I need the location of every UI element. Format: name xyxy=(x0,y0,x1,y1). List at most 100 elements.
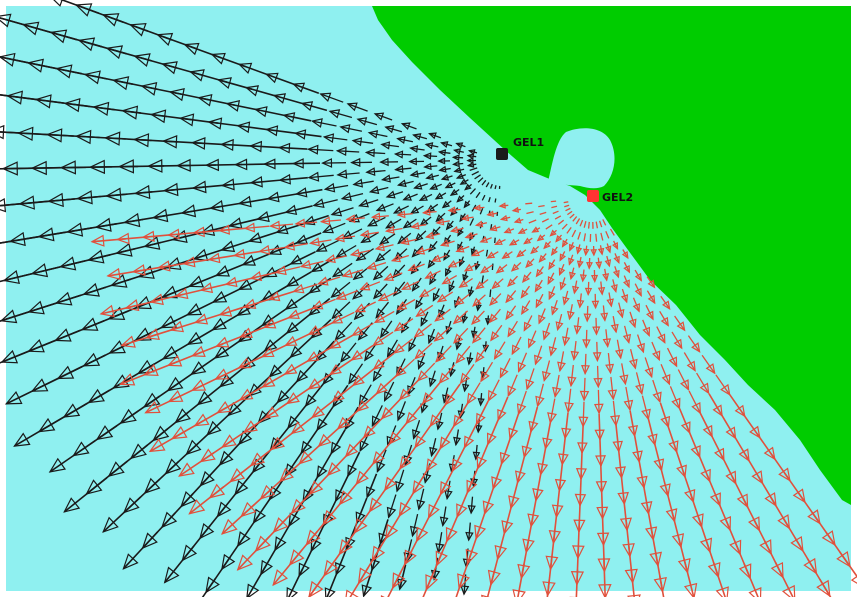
red-vector-arrow-shaft xyxy=(426,233,441,238)
red-vector-arrow-shaft xyxy=(250,271,277,280)
red-vector-arrow-head xyxy=(505,310,515,321)
black-vector-arrow xyxy=(366,216,386,227)
black-vector-arrow xyxy=(300,101,328,112)
black-vector-arrow-head xyxy=(204,158,220,172)
red-vector-arrow xyxy=(582,329,591,349)
black-vector-arrow-head xyxy=(460,585,470,596)
black-vector-arrow xyxy=(380,174,400,183)
red-vector-arrow-shaft xyxy=(393,338,414,354)
black-vector-arrow-head xyxy=(268,364,283,378)
black-vector-arrow xyxy=(471,170,479,176)
red-vector-arrow-head xyxy=(326,462,341,477)
red-vector-arrow-head xyxy=(354,303,366,313)
red-vector-arrow xyxy=(508,238,520,246)
red-vector-arrow xyxy=(517,227,528,234)
red-vector-arrow-head xyxy=(441,276,452,285)
red-vector-arrow-shaft xyxy=(351,344,374,361)
red-vector-arrow-shaft xyxy=(678,408,691,434)
red-vector-arrow-head xyxy=(263,318,277,329)
red-vector-arrow-head xyxy=(569,243,576,252)
red-vector-arrow xyxy=(595,221,599,229)
red-vector-arrow xyxy=(488,308,501,324)
red-vector-arrow xyxy=(573,317,582,335)
red-vector-arrow-shaft xyxy=(329,358,354,375)
black-vector-arrow-shaft xyxy=(456,142,466,148)
red-vector-arrow-head xyxy=(270,436,286,451)
red-vector-arrow-shaft xyxy=(774,562,794,597)
black-vector-arrow-head xyxy=(395,480,405,493)
red-vector-arrow-head xyxy=(268,220,281,231)
red-vector-arrow-shaft xyxy=(453,310,469,324)
red-vector-arrow xyxy=(335,289,358,300)
red-vector-arrow-shaft xyxy=(708,393,723,417)
red-vector-arrow-head xyxy=(612,269,620,279)
black-vector-arrow-shaft xyxy=(379,519,389,544)
black-vector-arrow xyxy=(425,173,439,181)
red-vector-arrow xyxy=(577,425,588,455)
red-vector-arrow-head xyxy=(283,241,296,251)
red-vector-arrow-shaft xyxy=(486,569,496,597)
red-vector-arrow xyxy=(516,390,527,416)
black-vector-arrow-head xyxy=(335,248,348,258)
black-vector-arrow-shaft xyxy=(340,126,363,132)
red-vector-arrow xyxy=(667,425,679,454)
red-vector-arrow xyxy=(475,344,489,363)
black-vector-arrow-shaft xyxy=(415,294,425,309)
red-vector-arrow xyxy=(535,293,544,309)
red-vector-arrow xyxy=(384,225,403,234)
black-vector-arrow xyxy=(340,191,364,202)
red-vector-arrow-shaft xyxy=(564,412,569,439)
red-vector-arrow-shaft xyxy=(602,305,606,321)
black-vector-arrow-shaft xyxy=(485,182,490,188)
red-vector-arrow-head xyxy=(778,467,791,482)
black-vector-arrow xyxy=(265,125,296,137)
red-vector-arrow-head xyxy=(536,234,545,242)
black-vector-arrow-head xyxy=(335,146,347,157)
red-vector-arrow-head xyxy=(148,438,166,453)
black-vector-arrow-shaft xyxy=(60,0,100,15)
red-vector-arrow-head xyxy=(597,247,605,256)
red-vector-arrow xyxy=(534,279,543,293)
red-vector-arrow xyxy=(341,269,364,278)
red-vector-arrow xyxy=(743,563,762,597)
red-vector-arrow-shaft xyxy=(576,244,581,254)
red-vector-arrow-head xyxy=(547,276,555,286)
black-vector-arrow-shaft xyxy=(301,102,328,112)
black-vector-arrow-head xyxy=(4,391,23,405)
red-vector-arrow xyxy=(120,333,158,348)
red-vector-arrow-head xyxy=(507,385,517,398)
red-vector-arrow xyxy=(550,246,558,257)
black-vector-arrow-shaft xyxy=(494,198,497,203)
black-vector-arrow-head xyxy=(249,176,263,188)
black-vector-arrow-head xyxy=(344,417,355,431)
red-vector-arrow-head xyxy=(396,210,406,219)
red-vector-arrow xyxy=(455,345,471,364)
red-vector-arrow xyxy=(612,424,623,453)
red-vector-arrow xyxy=(646,276,656,289)
red-vector-arrow-head xyxy=(131,264,146,276)
black-vector-arrow-shaft xyxy=(286,314,311,334)
red-vector-arrow xyxy=(551,205,558,209)
red-vector-arrow xyxy=(510,262,522,272)
black-vector-arrow xyxy=(365,167,386,176)
red-vector-arrow-shaft xyxy=(573,341,577,360)
red-vector-arrow xyxy=(287,307,314,319)
red-vector-arrow-head xyxy=(569,271,576,281)
red-vector-arrow xyxy=(328,334,353,349)
red-vector-arrow xyxy=(567,304,575,321)
black-vector-arrow-shaft xyxy=(469,188,476,195)
red-vector-arrow-head xyxy=(505,293,514,304)
black-vector-arrow xyxy=(466,352,474,366)
red-vector-arrow-head xyxy=(705,363,716,375)
red-vector-arrow xyxy=(308,579,322,597)
red-vector-arrow-head xyxy=(429,414,441,428)
red-vector-arrow-head xyxy=(521,445,533,459)
red-vector-arrow-shaft xyxy=(437,291,454,303)
black-vector-arrow-shaft xyxy=(251,179,282,184)
red-vector-arrow xyxy=(669,386,681,410)
red-vector-arrow-shaft xyxy=(595,233,598,242)
black-vector-arrow-head xyxy=(414,232,424,242)
red-vector-arrow xyxy=(555,313,564,332)
black-vector-arrow-head xyxy=(199,223,216,236)
